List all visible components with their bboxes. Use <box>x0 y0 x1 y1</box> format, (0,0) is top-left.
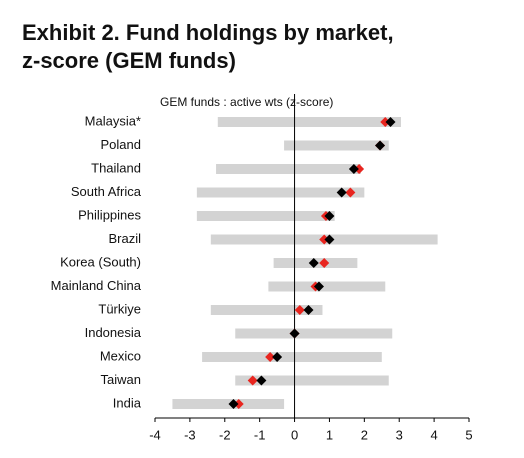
range-bar <box>268 281 386 292</box>
marker <box>319 234 330 245</box>
x-tick-label: -2 <box>219 427 231 442</box>
marker <box>385 117 396 127</box>
marker <box>294 305 305 315</box>
range-bar <box>196 211 335 221</box>
marker <box>324 211 335 221</box>
marker <box>256 375 267 386</box>
range-bar <box>235 375 389 386</box>
marker <box>272 352 283 362</box>
marker <box>233 399 244 409</box>
x-tick-label: 5 <box>465 427 472 442</box>
marker <box>313 281 324 292</box>
marker <box>289 328 300 339</box>
category-label: Brazil <box>108 231 141 246</box>
chart-title: Exhibit 2. Fund holdings by market, <box>22 20 394 45</box>
marker <box>265 352 276 362</box>
category-label: Mainland China <box>51 278 142 293</box>
marker <box>319 258 330 268</box>
x-tick-label: 2 <box>361 427 368 442</box>
category-label: Poland <box>101 137 141 152</box>
range-bar <box>172 399 285 409</box>
x-tick-label: -4 <box>149 427 161 442</box>
marker <box>308 258 319 268</box>
x-tick-label: -3 <box>184 427 196 442</box>
marker <box>375 140 386 151</box>
marker <box>247 375 258 386</box>
marker <box>348 164 359 174</box>
range-bar <box>235 328 393 339</box>
range-bar <box>216 164 361 174</box>
marker <box>380 117 391 127</box>
category-label: Malaysia* <box>85 113 141 128</box>
category-label: Türkiye <box>98 301 141 316</box>
marker <box>324 234 335 245</box>
category-label: South Africa <box>71 184 142 199</box>
marker <box>345 187 356 198</box>
category-label: Mexico <box>100 348 141 363</box>
category-label: Thailand <box>91 160 141 175</box>
category-label: Indonesia <box>85 325 142 340</box>
range-bar <box>202 352 382 362</box>
marker <box>228 399 239 409</box>
subtitle: GEM funds : active wts (z-score) <box>160 95 333 109</box>
marker <box>336 187 347 198</box>
range-bar <box>210 305 323 315</box>
category-label: Philippines <box>78 207 141 222</box>
x-tick-label: 0 <box>291 427 298 442</box>
range-bar <box>196 187 365 198</box>
x-tick-label: 4 <box>430 427 437 442</box>
range-bar <box>217 117 401 127</box>
chart-title: z-score (GEM funds) <box>22 48 236 73</box>
marker <box>303 305 314 315</box>
x-tick-label: 3 <box>396 427 403 442</box>
range-bar <box>284 140 389 151</box>
x-tick-label: -1 <box>254 427 266 442</box>
category-label: Korea (South) <box>60 254 141 269</box>
x-tick-label: 1 <box>326 427 333 442</box>
marker <box>354 164 365 174</box>
category-label: India <box>113 395 142 410</box>
category-label: Taiwan <box>101 372 141 387</box>
